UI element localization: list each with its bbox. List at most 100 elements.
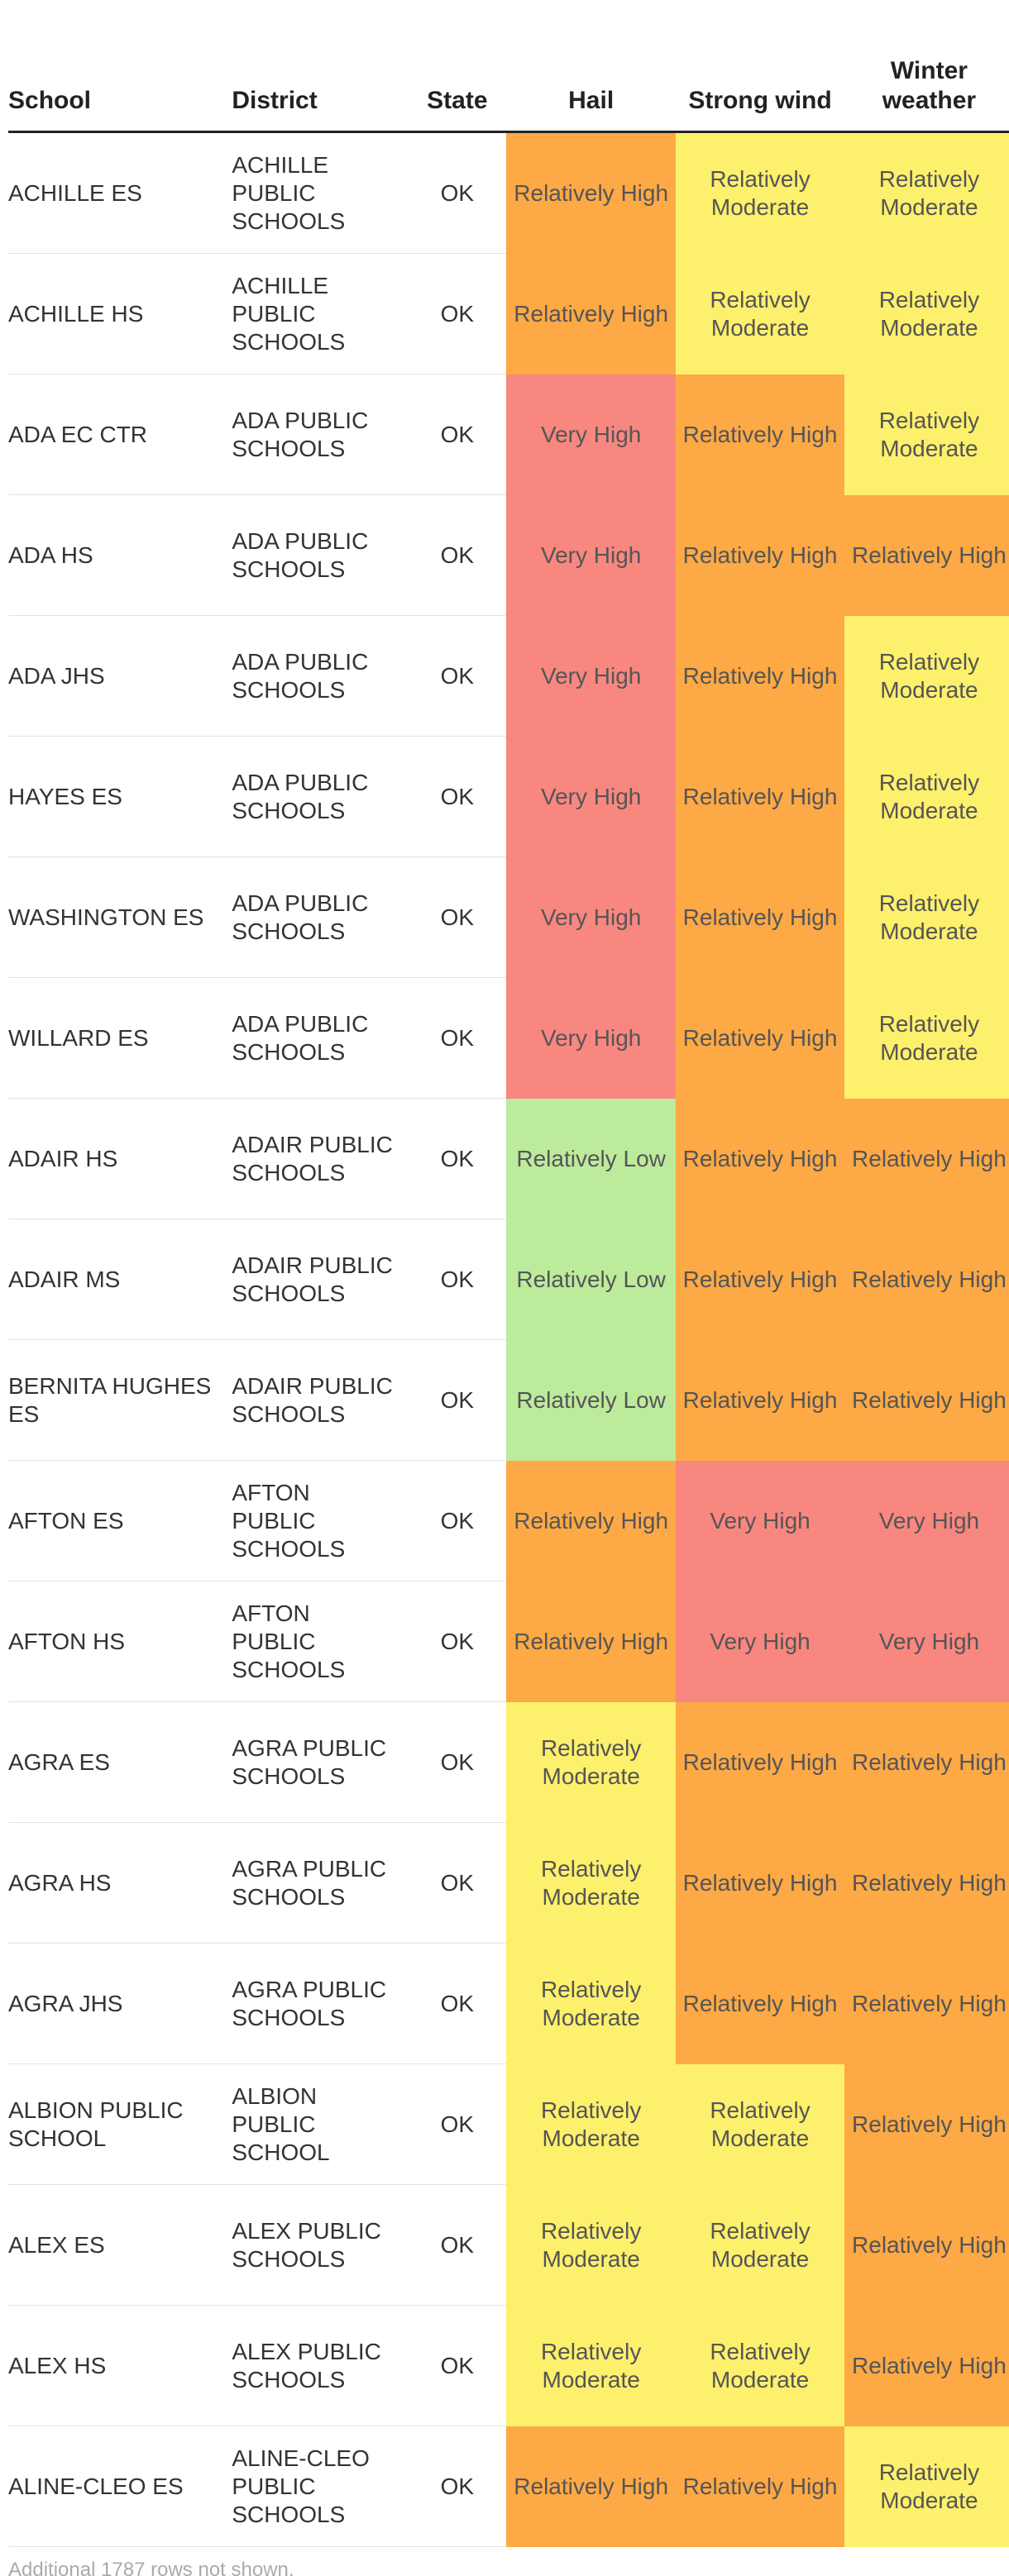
column-header-district[interactable]: District <box>232 0 409 133</box>
school-cell: AFTON HS <box>8 1581 232 1702</box>
school-cell: ADAIR HS <box>8 1098 232 1219</box>
state-cell: OK <box>408 1219 507 1340</box>
hail-risk-cell: Relatively High <box>506 131 676 254</box>
table-row: AFTON HS AFTON PUBLIC SCHOOLS OK Relatively… <box>8 1581 1009 1702</box>
table-row: ACHILLE HS ACHILLE PUBLIC SCHOOLS OK Relati… <box>8 253 1009 374</box>
district-cell: ADAIR PUBLIC SCHOOLS <box>232 1339 409 1461</box>
winter-weather-risk-label: Relatively Moderate <box>878 407 980 461</box>
state-cell: OK <box>408 615 507 737</box>
district-cell: ADA PUBLIC SCHOOLS <box>232 374 409 495</box>
table-row: ADA HS ADA PUBLIC SCHOOLS OK Very High Relat… <box>8 494 1009 616</box>
table-row: AGRA HS AGRA PUBLIC SCHOOLS OK Relatively M… <box>8 1822 1009 1944</box>
hail-risk-cell: Very High <box>506 615 676 737</box>
column-header-hail[interactable]: Hail <box>506 0 676 133</box>
winter-weather-risk-label: Relatively High <box>852 1266 1007 1292</box>
hail-risk-cell: Relatively Moderate <box>506 1943 676 2064</box>
strong-wind-risk-label: Relatively High <box>682 2473 838 2499</box>
column-header-winter-weather[interactable]: Winter weather <box>844 0 1009 133</box>
winter-weather-risk-cell: Relatively High <box>844 1339 1009 1461</box>
strong-wind-risk-cell: Relatively High <box>675 1098 845 1219</box>
strong-wind-risk-cell: Relatively High <box>675 1943 845 2064</box>
strong-wind-risk-cell: Relatively High <box>675 977 845 1099</box>
hail-risk-cell: Relatively Low <box>506 1219 676 1340</box>
school-cell: HAYES ES <box>8 736 232 857</box>
hail-risk-cell: Very High <box>506 494 676 616</box>
strong-wind-risk-label: Relatively High <box>682 1748 838 1775</box>
winter-weather-risk-cell: Relatively Moderate <box>844 736 1009 857</box>
school-hazard-risk-table: School District State Hail Strong wind W… <box>8 0 1009 2547</box>
winter-weather-risk-label: Relatively High <box>852 2352 1007 2378</box>
winter-weather-risk-label: Relatively Moderate <box>878 2459 980 2513</box>
winter-weather-risk-label: Relatively High <box>852 1145 1007 1171</box>
state-cell: OK <box>408 1943 507 2064</box>
column-header-state[interactable]: State <box>408 0 507 133</box>
school-cell: BERNITA HUGHES ES <box>8 1339 232 1461</box>
winter-weather-risk-cell: Relatively High <box>844 2184 1009 2306</box>
column-header-school[interactable]: School <box>8 0 232 133</box>
winter-weather-risk-cell: Relatively High <box>844 494 1009 616</box>
strong-wind-risk-cell: Relatively High <box>675 856 845 978</box>
table-row: ACHILLE ES ACHILLE PUBLIC SCHOOLS OK Relati… <box>8 131 1009 254</box>
winter-weather-risk-label: Relatively Moderate <box>878 769 980 823</box>
hail-risk-label: Relatively Low <box>516 1386 666 1413</box>
winter-weather-risk-cell: Relatively High <box>844 1822 1009 1944</box>
hail-risk-label: Relatively Low <box>516 1145 666 1171</box>
winter-weather-risk-label: Relatively Moderate <box>878 286 980 341</box>
winter-weather-risk-cell: Relatively High <box>844 1701 1009 1823</box>
hail-risk-label: Relatively Moderate <box>540 1734 642 1789</box>
hail-risk-label: Very High <box>540 421 642 447</box>
hail-risk-label: Very High <box>540 904 642 930</box>
hail-risk-cell: Relatively High <box>506 2426 676 2547</box>
strong-wind-risk-cell: Relatively High <box>675 1822 845 1944</box>
state-cell: OK <box>408 736 507 857</box>
table-header-row: School District State Hail Strong wind W… <box>8 0 1009 133</box>
strong-wind-risk-label: Relatively Moderate <box>710 165 811 220</box>
hail-risk-cell: Very High <box>506 856 676 978</box>
strong-wind-risk-label: Relatively High <box>682 1386 838 1413</box>
table-row: ADAIR MS ADAIR PUBLIC SCHOOLS OK Relatively… <box>8 1219 1009 1340</box>
table-row: ALEX ES ALEX PUBLIC SCHOOLS OK Relatively M… <box>8 2184 1009 2306</box>
column-header-strong-wind[interactable]: Strong wind <box>675 0 845 133</box>
school-cell: AGRA JHS <box>8 1943 232 2064</box>
strong-wind-risk-cell: Relatively High <box>675 374 845 495</box>
hail-risk-cell: Very High <box>506 977 676 1099</box>
school-cell: ALEX HS <box>8 2305 232 2426</box>
hail-risk-label: Very High <box>540 1024 642 1051</box>
strong-wind-risk-cell: Very High <box>675 1460 845 1581</box>
strong-wind-risk-cell: Relatively Moderate <box>675 2305 845 2426</box>
hail-risk-label: Relatively Moderate <box>540 2217 642 2272</box>
hail-risk-cell: Relatively Moderate <box>506 2305 676 2426</box>
strong-wind-risk-label: Very High <box>710 1628 811 1654</box>
hail-risk-label: Relatively High <box>514 300 669 327</box>
strong-wind-risk-label: Relatively Moderate <box>710 2097 811 2151</box>
district-cell: AGRA PUBLIC SCHOOLS <box>232 1943 409 2064</box>
hail-risk-label: Relatively Moderate <box>540 1855 642 1910</box>
table-row: ADA EC CTR ADA PUBLIC SCHOOLS OK Very High R… <box>8 374 1009 495</box>
winter-weather-risk-cell: Very High <box>844 1460 1009 1581</box>
winter-weather-risk-label: Very High <box>878 1507 980 1534</box>
school-cell: WASHINGTON ES <box>8 856 232 978</box>
table-row: ADAIR HS ADAIR PUBLIC SCHOOLS OK Relatively… <box>8 1098 1009 1219</box>
district-cell: ADA PUBLIC SCHOOLS <box>232 736 409 857</box>
winter-weather-risk-label: Relatively High <box>852 1869 1007 1896</box>
strong-wind-risk-cell: Relatively High <box>675 1219 845 1340</box>
hail-risk-label: Relatively High <box>514 179 669 206</box>
state-cell: OK <box>408 2426 507 2547</box>
strong-wind-risk-label: Relatively High <box>682 662 838 689</box>
winter-weather-risk-cell: Relatively Moderate <box>844 615 1009 737</box>
hail-risk-cell: Relatively Moderate <box>506 2184 676 2306</box>
hail-risk-label: Relatively Moderate <box>540 2097 642 2151</box>
strong-wind-risk-label: Relatively High <box>682 1145 838 1171</box>
state-cell: OK <box>408 1460 507 1581</box>
hail-risk-label: Relatively Moderate <box>540 1976 642 2030</box>
strong-wind-risk-label: Relatively High <box>682 1869 838 1896</box>
winter-weather-risk-label: Relatively Moderate <box>878 1010 980 1065</box>
strong-wind-risk-label: Very High <box>710 1507 811 1534</box>
strong-wind-risk-label: Relatively High <box>682 783 838 809</box>
winter-weather-risk-label: Relatively High <box>852 1990 1007 2016</box>
winter-weather-risk-label: Relatively High <box>852 1748 1007 1775</box>
strong-wind-risk-cell: Relatively High <box>675 1701 845 1823</box>
school-cell: WILLARD ES <box>8 977 232 1099</box>
table-row: AGRA JHS AGRA PUBLIC SCHOOLS OK Relatively … <box>8 1943 1009 2064</box>
